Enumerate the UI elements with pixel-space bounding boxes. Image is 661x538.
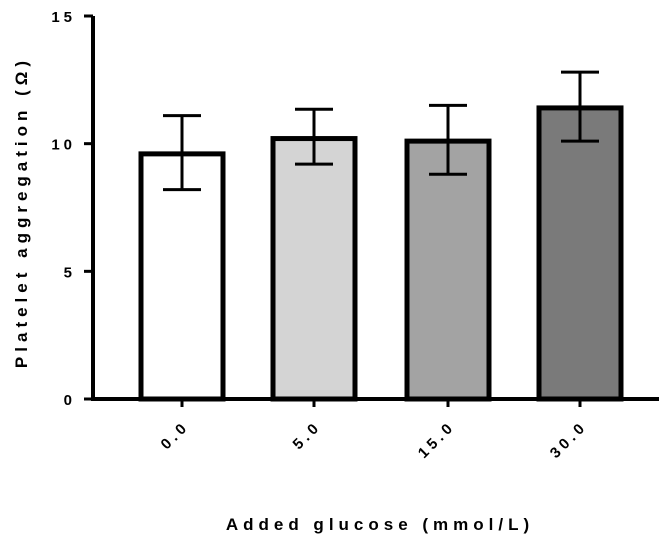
bars-group [138,105,624,402]
y-tick-label-5: 5 [64,264,76,281]
bar-5.0 [270,136,358,402]
y-tick-label-10: 10 [51,137,76,154]
x-tick-label-15.0: 15.0 [415,418,459,462]
y-axis-title: Platelet aggregation (Ω) [12,56,31,368]
bar-15.0 [404,138,492,402]
x-ticks-group: 0.0 5.0 15.0 30.0 [158,399,591,462]
y-ticks-group: 0 5 10 15 [51,9,93,409]
error-bar-0.0 [163,114,201,192]
x-tick-label-5.0: 5.0 [290,418,325,453]
x-tick-label-30.0: 30.0 [547,418,591,462]
error-bar-15.0 [429,103,467,176]
y-tick-label-0: 0 [64,392,76,409]
x-axis-title: Added glucose (mmol/L) [226,515,534,534]
error-bars-group [163,70,599,192]
y-tick-label-15: 15 [51,9,76,26]
bar-30.0 [536,105,624,402]
x-tick-label-0.0: 0.0 [158,418,193,453]
error-bar-30.0 [561,70,599,143]
error-bar-5.0 [295,107,333,166]
axes-group [91,16,659,401]
